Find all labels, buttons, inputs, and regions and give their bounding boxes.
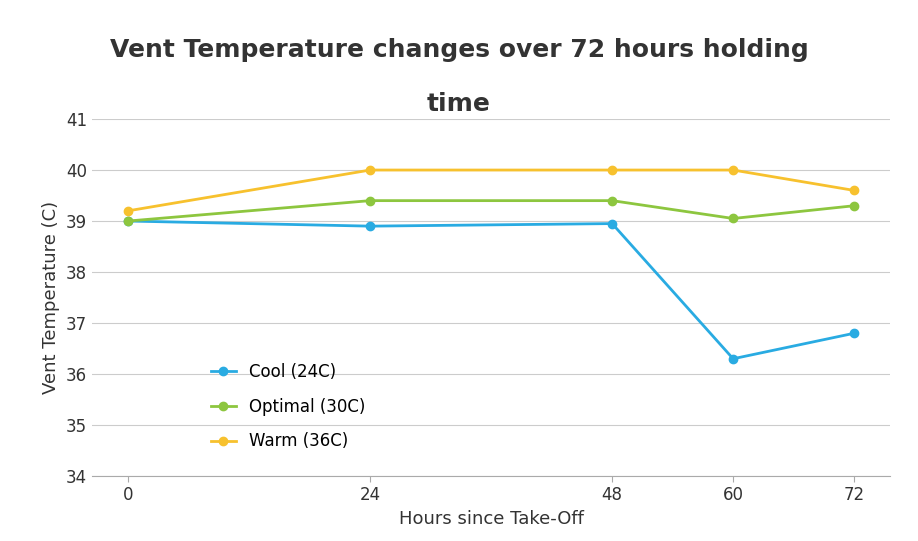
X-axis label: Hours since Take-Off: Hours since Take-Off	[398, 510, 584, 528]
Legend: Cool (24C), Optimal (30C), Warm (36C): Cool (24C), Optimal (30C), Warm (36C)	[204, 357, 372, 457]
Warm (36C)	[607, 167, 618, 173]
Optimal (30C)	[364, 197, 375, 204]
Text: Vent Temperature changes over 72 hours holding: Vent Temperature changes over 72 hours h…	[109, 38, 809, 62]
Line: Cool (24C): Cool (24C)	[124, 217, 858, 363]
Cool (24C)	[123, 218, 134, 225]
Optimal (30C)	[848, 202, 859, 209]
Text: time: time	[427, 92, 491, 116]
Warm (36C)	[364, 167, 375, 173]
Cool (24C)	[364, 223, 375, 229]
Warm (36C)	[123, 208, 134, 214]
Line: Optimal (30C): Optimal (30C)	[124, 196, 858, 225]
Optimal (30C)	[607, 197, 618, 204]
Line: Warm (36C): Warm (36C)	[124, 166, 858, 215]
Warm (36C)	[848, 187, 859, 194]
Optimal (30C)	[123, 218, 134, 225]
Optimal (30C)	[728, 215, 739, 222]
Y-axis label: Vent Temperature (C): Vent Temperature (C)	[42, 201, 61, 394]
Cool (24C)	[607, 220, 618, 227]
Cool (24C)	[728, 355, 739, 362]
Cool (24C)	[848, 330, 859, 337]
Warm (36C)	[728, 167, 739, 173]
